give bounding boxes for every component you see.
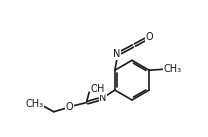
Text: N: N — [113, 49, 121, 59]
Text: N: N — [99, 93, 106, 103]
Text: O: O — [145, 32, 153, 42]
Text: H: H — [97, 84, 105, 94]
Text: O: O — [90, 84, 98, 94]
Text: CH₃: CH₃ — [163, 64, 182, 74]
Text: CH₃: CH₃ — [25, 99, 43, 109]
Text: O: O — [66, 102, 73, 112]
